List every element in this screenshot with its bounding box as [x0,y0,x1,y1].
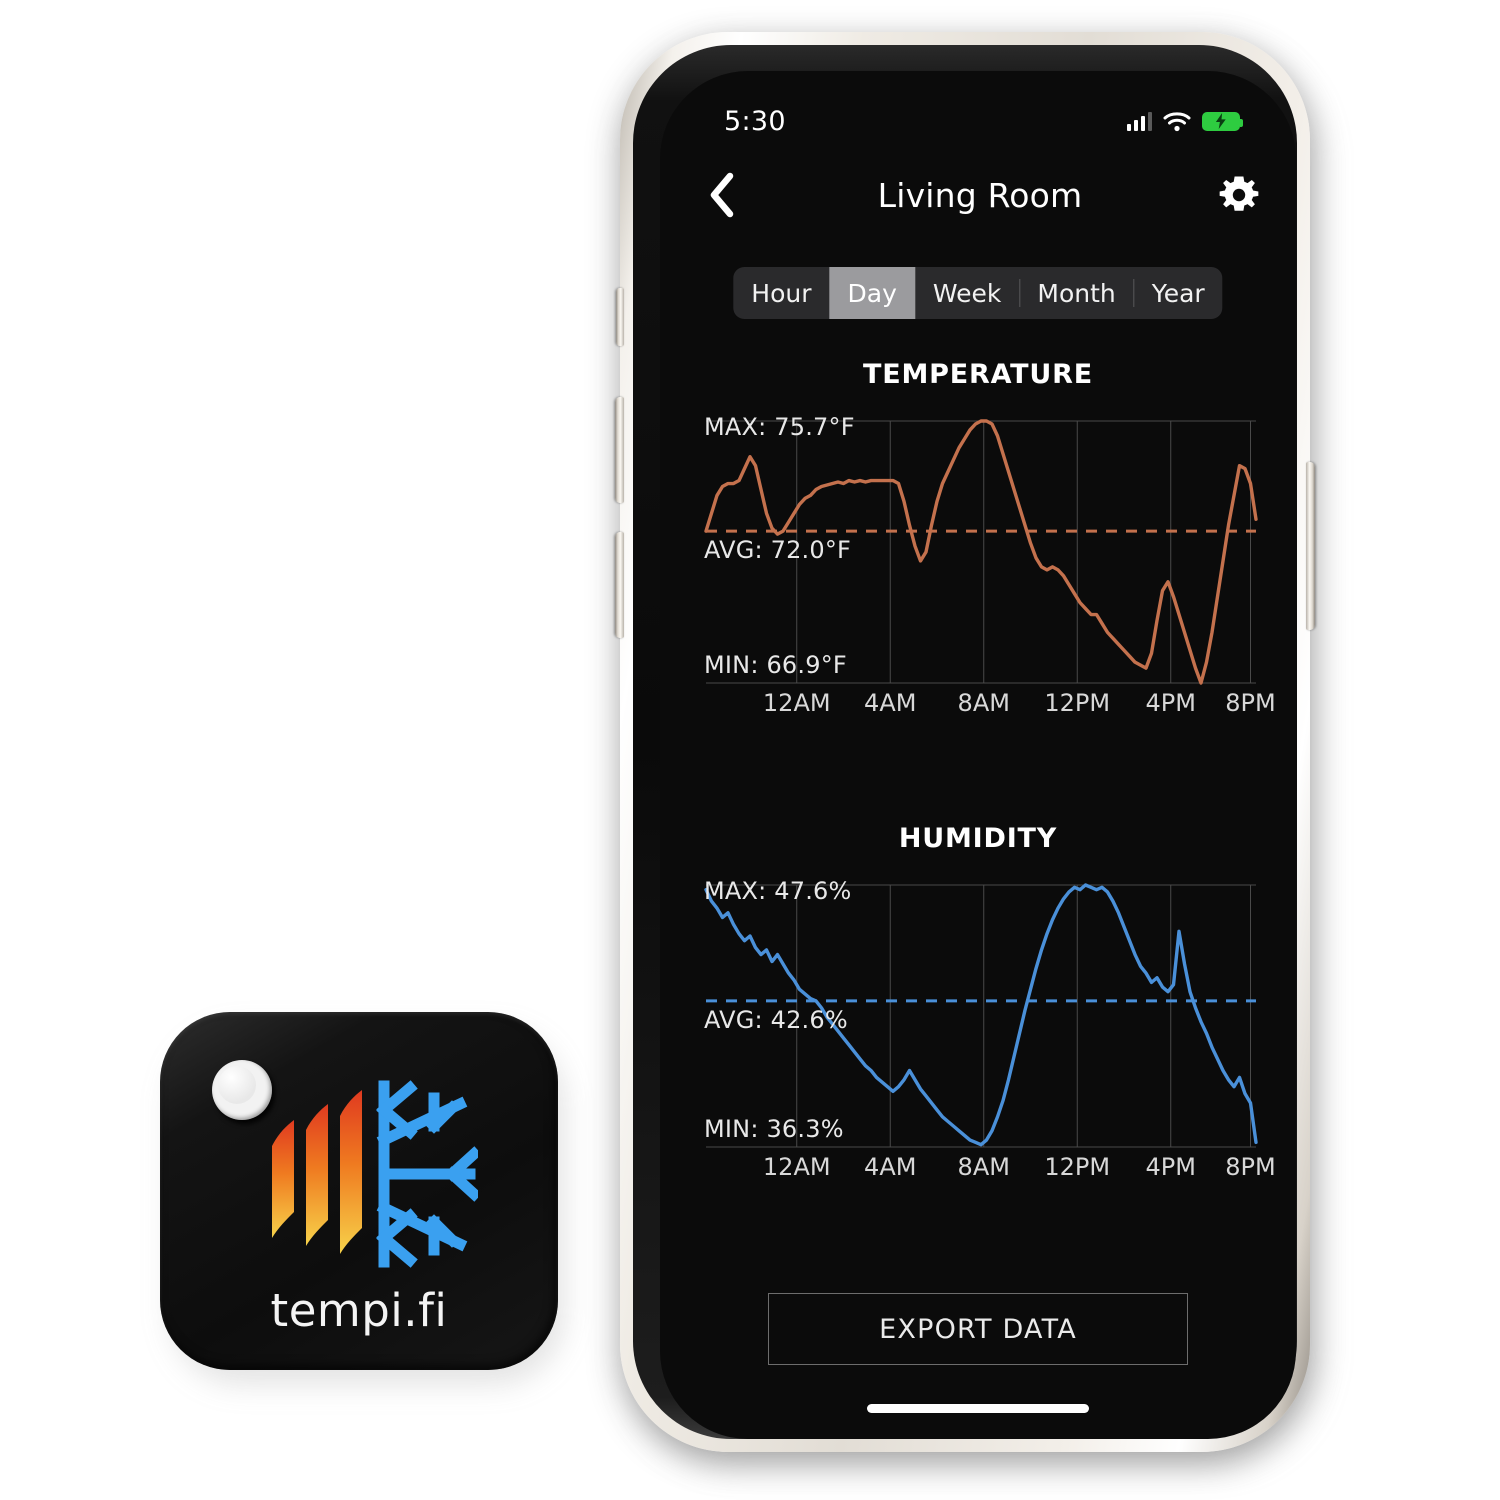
segment-year[interactable]: Year [1133,267,1223,319]
charging-bolt-icon [1215,113,1226,129]
tempi-keyfob-device: tempi.fi [160,1012,570,1387]
flame-snowflake-icon [272,1080,478,1268]
x-axis-tick-label: 4PM [1145,689,1196,717]
phone-screen: 5:30 [660,71,1296,1439]
app-header: Living Room [660,155,1296,235]
segment-day[interactable]: Day [829,267,915,319]
phone-mockup: 5:30 [615,32,1320,1466]
x-axis-tick-label: 12AM [762,1153,831,1181]
x-axis-tick-label: 8PM [1225,689,1276,717]
humidity-avg-label: AVG: 42.6% [704,1005,848,1034]
humidity-plot [704,883,1258,1148]
wifi-icon [1163,111,1191,131]
export-data-label: EXPORT DATA [879,1313,1077,1345]
x-axis-tick-label: 8AM [957,1153,1010,1181]
segment-hour[interactable]: Hour [733,267,829,319]
back-button[interactable] [694,168,748,222]
mute-switch-button[interactable] [616,288,624,346]
x-axis-tick-label: 4PM [1145,1153,1196,1181]
segment-week[interactable]: Week [915,267,1020,319]
gear-icon [1219,176,1259,211]
signal-bars-icon [1126,111,1152,131]
x-axis-tick-label: 4AM [864,1153,917,1181]
time-range-segmented-control[interactable]: Hour Day Week Month Year [733,267,1223,319]
temperature-avg-label: AVG: 72.0°F [704,536,852,565]
x-axis-tick-label: 8PM [1225,1153,1276,1181]
segment-day-label: Day [847,278,897,308]
phone-bezel: 5:30 [633,45,1297,1439]
temperature-chart[interactable]: MAX: 75.7°F AVG: 72.0°F MIN: 66.9°F 12AM… [698,403,1276,717]
temperature-max-label: MAX: 75.7°F [704,413,855,441]
segment-hour-label: Hour [751,278,812,308]
x-axis-tick-label: 8AM [957,689,1010,717]
chevron-left-icon [710,172,734,218]
keyfob-body: tempi.fi [160,1012,558,1370]
volume-down-button[interactable] [615,532,624,638]
segment-month[interactable]: Month [1019,267,1133,319]
power-button[interactable] [1306,462,1315,630]
settings-button[interactable] [1212,168,1266,222]
segment-week-label: Week [932,278,1002,308]
status-bar-indicators [1126,111,1243,132]
export-data-button[interactable]: EXPORT DATA [768,1293,1188,1365]
temperature-x-axis-labels: 12AM 4AM 8AM 12PM 4PM 8PM [698,689,1276,721]
volume-up-button[interactable] [615,397,624,503]
status-bar: 5:30 [660,71,1296,149]
battery-charging-icon [1202,111,1243,131]
humidity-min-label: MIN: 36.3% [704,1115,844,1143]
segment-year-label: Year [1151,278,1205,308]
temperature-plot [704,419,1258,685]
page-title: Living Room [877,175,1083,215]
keyring-hole [212,1060,272,1120]
device-brand-label: tempi.fi [270,1284,448,1337]
x-axis-tick-label: 12AM [762,689,831,717]
humidity-x-axis-labels: 12AM 4AM 8AM 12PM 4PM 8PM [698,1153,1276,1185]
humidity-max-label: MAX: 47.6% [704,877,852,905]
status-bar-time: 5:30 [724,105,786,137]
temperature-min-label: MIN: 66.9°F [704,651,847,679]
home-indicator[interactable] [867,1404,1089,1413]
segment-month-label: Month [1037,278,1116,308]
humidity-chart[interactable]: MAX: 47.6% AVG: 42.6% MIN: 36.3% 12AM 4AM… [698,867,1276,1181]
x-axis-tick-label: 4AM [864,689,917,717]
x-axis-tick-label: 12PM [1044,1153,1111,1181]
x-axis-tick-label: 12PM [1044,689,1111,717]
phone-frame: 5:30 [615,32,1315,1452]
humidity-chart-title: HUMIDITY [898,823,1058,854]
temperature-chart-title: TEMPERATURE [863,359,1093,390]
